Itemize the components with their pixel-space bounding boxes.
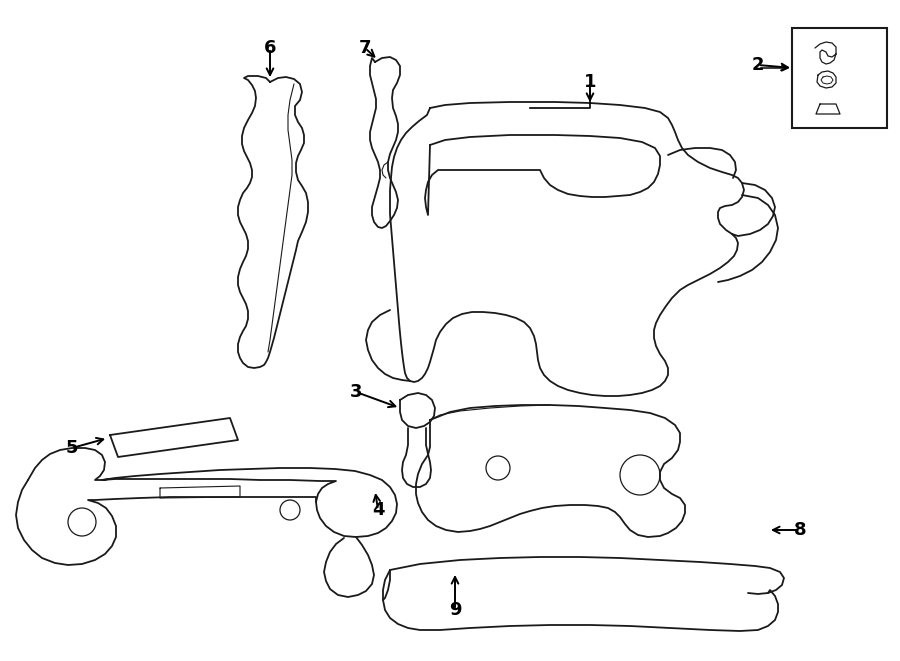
Text: 1: 1 bbox=[584, 73, 596, 91]
Text: 8: 8 bbox=[794, 521, 806, 539]
Text: 9: 9 bbox=[449, 601, 461, 619]
Bar bbox=[792, 28, 887, 128]
Text: 2: 2 bbox=[752, 56, 764, 74]
Text: 4: 4 bbox=[372, 501, 384, 519]
Text: 5: 5 bbox=[66, 439, 78, 457]
Text: 3: 3 bbox=[350, 383, 362, 401]
Text: 6: 6 bbox=[264, 39, 276, 57]
Text: 7: 7 bbox=[359, 39, 371, 57]
